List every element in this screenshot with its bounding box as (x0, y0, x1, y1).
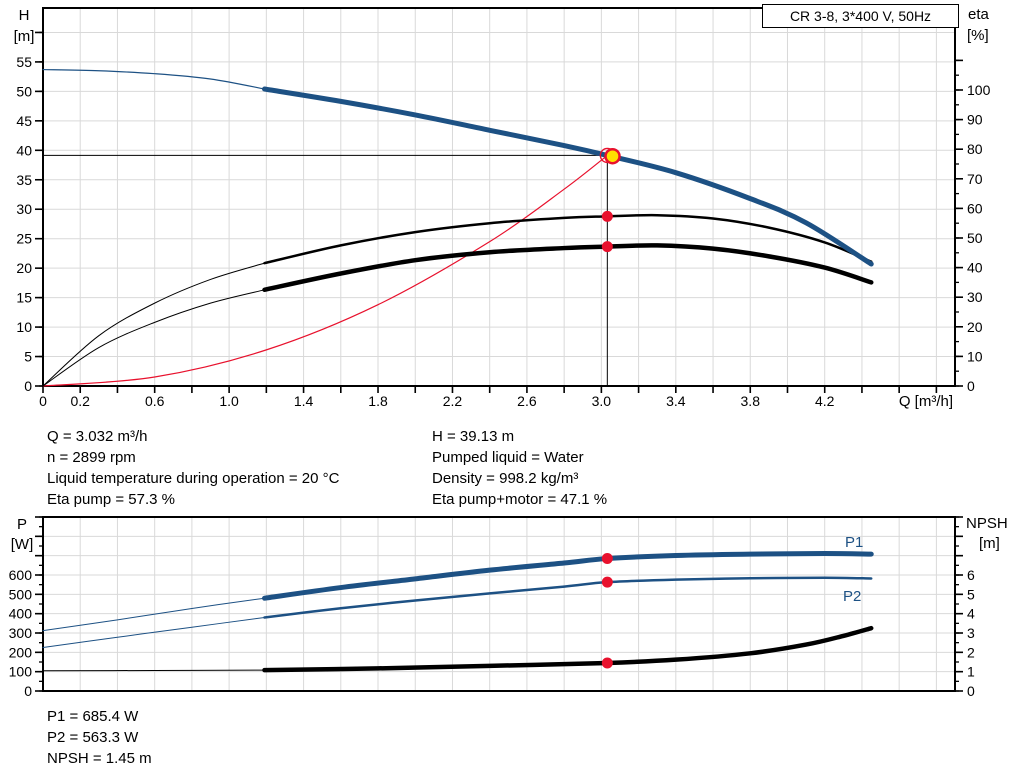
readout-npsh: NPSH = 1.45 m (47, 750, 152, 767)
right-tick-label: 20 (967, 319, 983, 335)
left-tick-label: 600 (9, 567, 33, 583)
x-tick-label: 4.2 (815, 393, 835, 409)
readout-eta-pump: Eta pump = 57.3 % (47, 491, 175, 508)
readout-n: n = 2899 rpm (47, 449, 136, 466)
p1-curve-lowflow (42, 597, 265, 632)
right-axis-title-unit: [%] (967, 27, 989, 44)
left-tick-label: 15 (16, 290, 32, 306)
readout-q: Q = 3.032 m³/h (47, 428, 148, 445)
npsh-point (601, 657, 613, 669)
right-tick-label: 90 (967, 112, 983, 128)
eta-pump-curve-lowflow (42, 262, 265, 387)
left-tick-label: 500 (9, 586, 33, 602)
right-tick-label: 0 (967, 378, 975, 394)
x-tick-label: 0.2 (70, 393, 90, 409)
eta-pump-motor-curve-lowflow (42, 289, 265, 387)
right-tick-label: 1 (967, 664, 975, 680)
readout-liquid-temp: Liquid temperature during operation = 20… (47, 470, 340, 487)
right-tick-label: 50 (967, 230, 983, 246)
left-tick-label: 35 (16, 172, 32, 188)
left-tick-label: 10 (16, 319, 32, 335)
eta-pump-point (601, 210, 613, 222)
duty-point-marker[interactable] (604, 147, 621, 165)
left-tick-label: 30 (16, 201, 32, 217)
right-tick-label: 60 (967, 200, 983, 216)
left-tick-label: 0 (24, 683, 32, 699)
readout-p2: P2 = 563.3 W (47, 729, 139, 746)
right-tick-label: 3 (967, 625, 975, 641)
left-tick-label: 20 (16, 260, 32, 276)
right-axis-title-unit: [m] (979, 535, 1000, 552)
eta-pump-curve (263, 213, 873, 265)
left-tick-label: 50 (16, 83, 32, 99)
readout-h: H = 39.13 m (432, 428, 515, 445)
p1-point (601, 552, 613, 564)
left-tick-label: 40 (16, 142, 32, 158)
x-tick-label: 3.4 (666, 393, 686, 409)
chart-title-box: CR 3-8, 3*400 V, 50Hz (762, 4, 959, 28)
left-tick-label: 100 (9, 664, 33, 680)
npsh-curve-lowflow (42, 669, 265, 672)
readout-density: Density = 998.2 kg/m³ (432, 470, 579, 487)
duty-readout-left: Q = 3.032 m³/h n = 2899 rpm Liquid tempe… (47, 426, 339, 510)
eta-pump-motor-curve (262, 243, 874, 293)
p2-series-label: P2 (843, 588, 861, 605)
x-tick-label: 2.2 (443, 393, 463, 409)
readout-eta-pump-motor: Eta pump+motor = 47.1 % (432, 491, 608, 508)
left-axis-title-symbol: H (19, 7, 30, 24)
left-tick-label: 45 (16, 113, 32, 129)
readout-p1: P1 = 685.4 W (47, 708, 139, 725)
x-tick-label: 3.0 (592, 393, 612, 409)
left-axis-title-unit: [W] (11, 536, 34, 553)
left-tick-label: 25 (16, 231, 32, 247)
right-axis-title-symbol: NPSH (966, 515, 1008, 532)
p1-series-label: P1 (845, 534, 863, 551)
x-tick-label: 1.8 (368, 393, 388, 409)
right-tick-label: 4 (967, 606, 975, 622)
readout-pumped-liquid: Pumped liquid = Water (432, 449, 584, 466)
right-tick-label: 2 (967, 644, 975, 660)
right-tick-label: 80 (967, 141, 983, 157)
left-axis-title-unit: [m] (14, 28, 35, 45)
system-curve (42, 154, 608, 387)
right-tick-label: 6 (967, 567, 975, 583)
left-tick-label: 200 (9, 644, 33, 660)
p1-curve (261, 551, 874, 601)
p2-curve-lowflow (42, 617, 265, 648)
x-tick-label: 1.0 (219, 393, 239, 409)
p2-point (601, 576, 613, 588)
left-axis-title-symbol: P (17, 516, 27, 533)
left-tick-label: 55 (16, 54, 32, 70)
hq-curve-lowflow (42, 68, 266, 90)
x-tick-label: 1.4 (294, 393, 314, 409)
hq-eta-chart-frame (42, 7, 956, 387)
right-tick-label: 100 (967, 82, 991, 98)
right-axis-title-symbol: eta (968, 6, 990, 23)
duty-readout-right: H = 39.13 m Pumped liquid = Water Densit… (432, 426, 607, 510)
right-tick-label: 40 (967, 260, 983, 276)
left-tick-label: 0 (24, 378, 32, 394)
x-axis-title: Q [m³/h] (899, 393, 953, 410)
right-tick-label: 70 (967, 171, 983, 187)
x-tick-label: 3.8 (741, 393, 761, 409)
eta-pump-motor-point (601, 241, 613, 253)
x-tick-label: 0.6 (145, 393, 165, 409)
left-tick-label: 400 (9, 606, 33, 622)
right-tick-label: 0 (967, 683, 975, 699)
left-tick-label: 300 (9, 625, 33, 641)
power-readout: P1 = 685.4 W P2 = 563.3 W NPSH = 1.45 m (47, 706, 152, 769)
right-tick-label: 5 (967, 586, 975, 602)
right-tick-label: 30 (967, 289, 983, 305)
p2-curve (263, 576, 873, 619)
x-tick-label: 0 (39, 393, 47, 409)
hq-curve (261, 86, 874, 267)
right-tick-label: 10 (967, 348, 983, 364)
left-tick-label: 5 (24, 349, 32, 365)
x-tick-label: 2.6 (517, 393, 537, 409)
npsh-curve (262, 625, 874, 673)
